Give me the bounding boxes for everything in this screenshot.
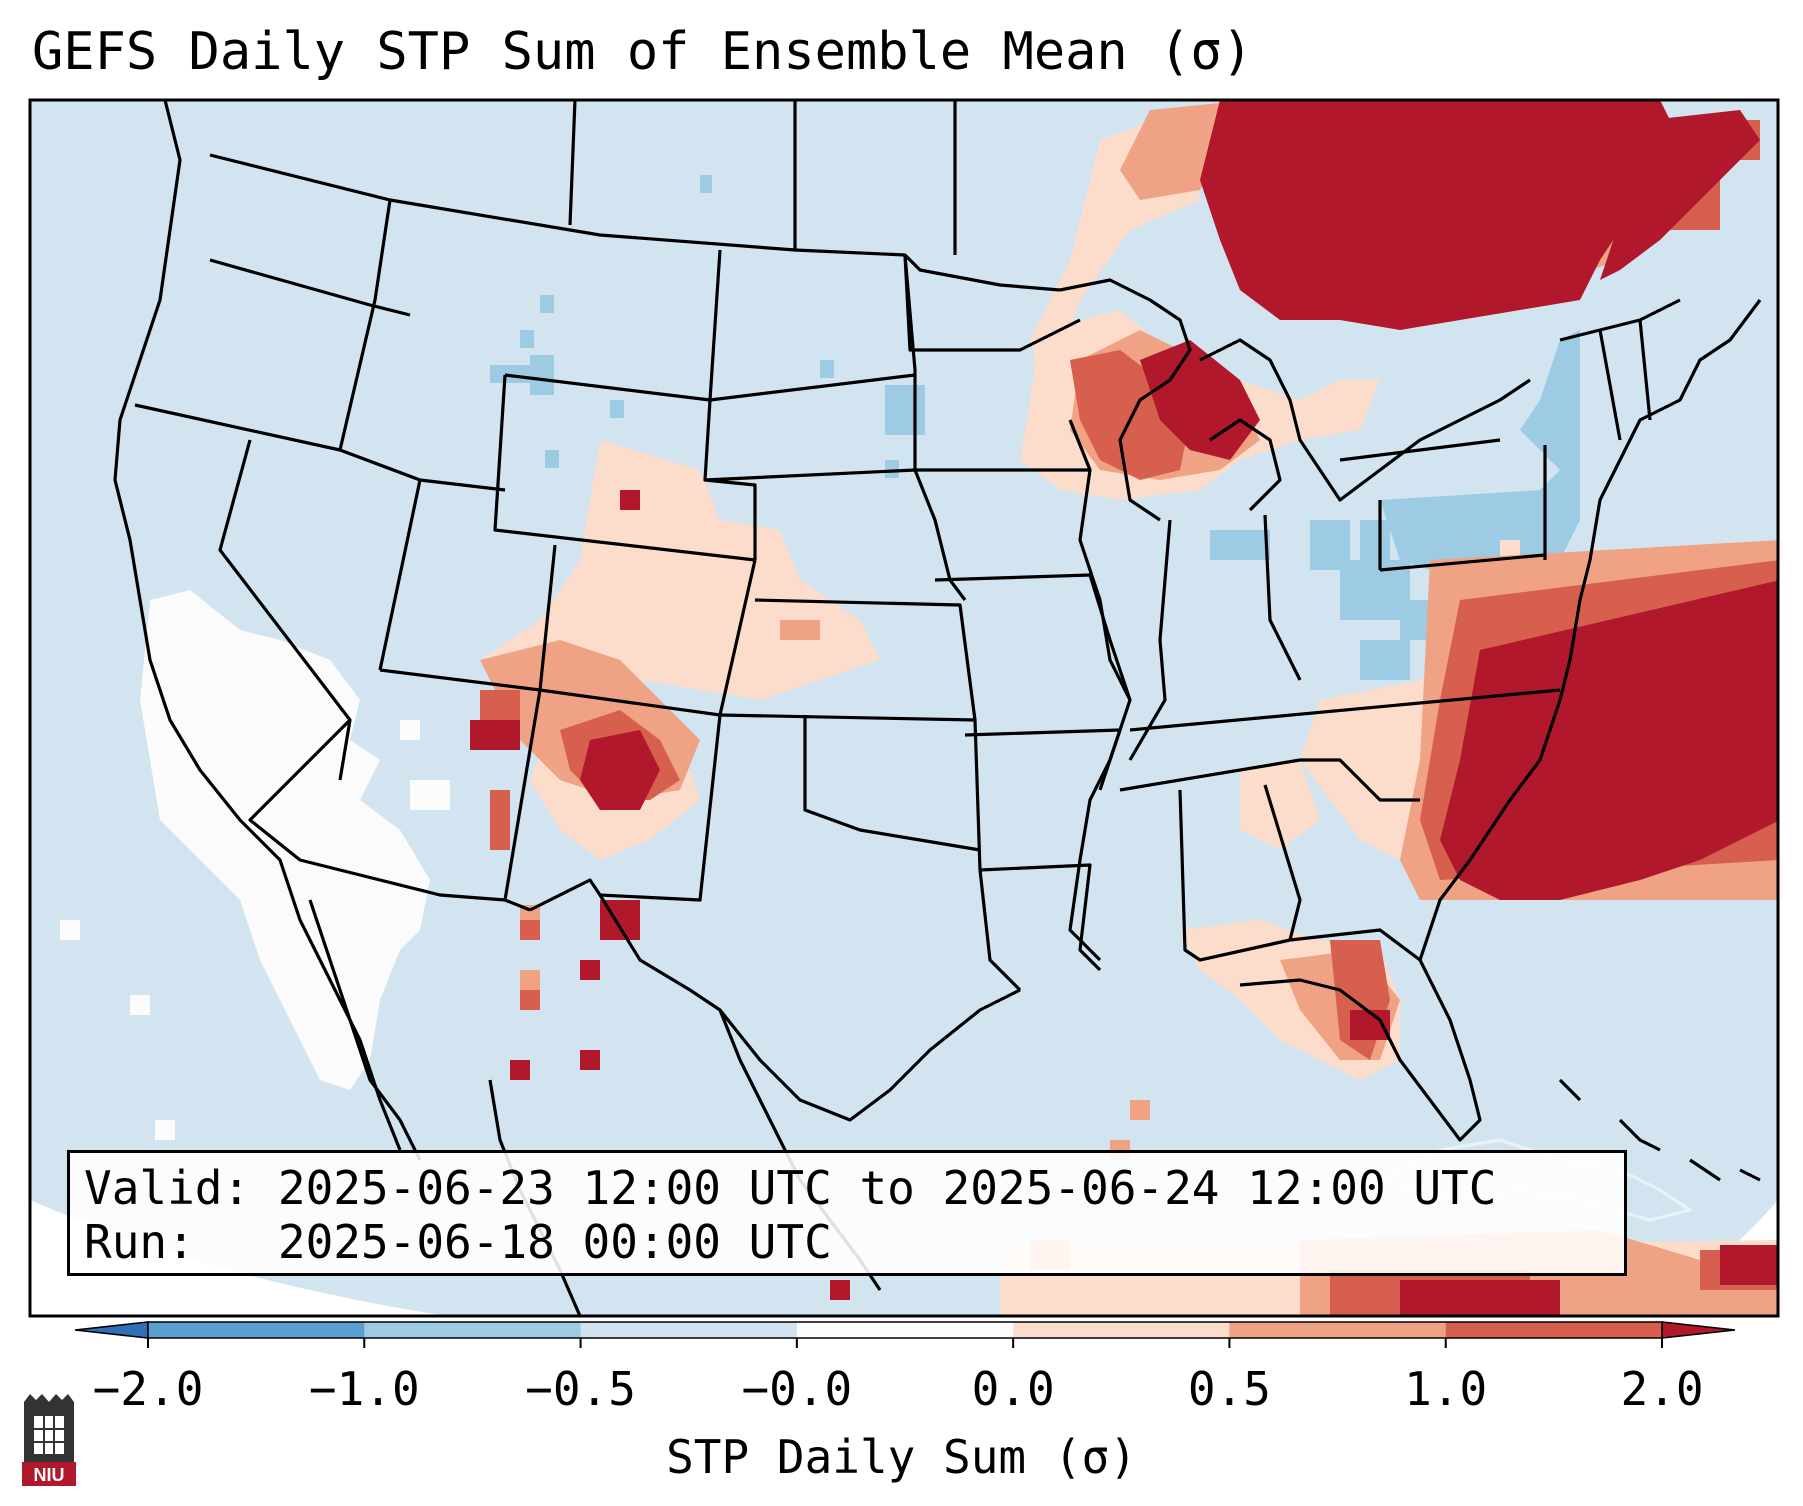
map-frame: [28, 98, 1780, 1318]
colorbar: [74, 1321, 1736, 1348]
colorbar-tick-label: −1.0: [308, 1362, 420, 1416]
colorbar-tick-label: −0.0: [741, 1362, 853, 1416]
valid-label: Valid:: [84, 1161, 251, 1215]
colorbar-bin: [364, 1322, 582, 1338]
niu-logo: NIU: [22, 1394, 76, 1486]
colorbar-outline: [147, 1321, 1663, 1339]
colorbar-tick-label: 0.0: [971, 1362, 1055, 1416]
valid-range: 2025-06-23 12:00 UTC to 2025-06-24 12:00…: [277, 1161, 1497, 1215]
logo-window: [34, 1416, 64, 1454]
neutral-region: [60, 590, 450, 1140]
colorbar-under-extension: [74, 1321, 149, 1339]
colorbar-bin: [148, 1322, 365, 1338]
state-boundaries: [113, 100, 1762, 1316]
colorbar-label: STP Daily Sum (σ): [666, 1430, 1137, 1484]
colorbar-bin: [1445, 1322, 1663, 1338]
colorbar-bin: [1229, 1322, 1447, 1338]
run-time: 2025-06-18 00:00 UTC: [277, 1215, 832, 1269]
map-panel: [30, 100, 1778, 1316]
run-label: Run:: [84, 1215, 195, 1269]
colorbar-bin: [1013, 1322, 1230, 1338]
validity-info-box: Valid: 2025-06-23 12:00 UTC to 2025-06-2…: [67, 1150, 1627, 1276]
colorbar-tick-label: −0.5: [525, 1362, 636, 1416]
logo-text: NIU: [34, 1465, 65, 1485]
colorbar-tick-label: 0.5: [1187, 1362, 1271, 1416]
colorbar-tick-label: 1.0: [1404, 1362, 1488, 1416]
colorbar-tick-label: −2.0: [92, 1362, 204, 1416]
colorbar-over-extension: [1661, 1321, 1736, 1339]
extreme-positive-cells: [470, 100, 1778, 1316]
logo-banner: [22, 1462, 76, 1486]
colorbar-ticks: [147, 1338, 1663, 1348]
colorbar-tick-label: 2.0: [1620, 1362, 1704, 1416]
outside-domain-corner: [30, 1200, 449, 1316]
colorbar-bin: [580, 1322, 798, 1338]
colorbar-bins: [148, 1322, 1663, 1338]
map-title: GEFS Daily STP Sum of Ensemble Mean (σ): [32, 22, 1253, 82]
colorbar-bin: [796, 1322, 1014, 1338]
